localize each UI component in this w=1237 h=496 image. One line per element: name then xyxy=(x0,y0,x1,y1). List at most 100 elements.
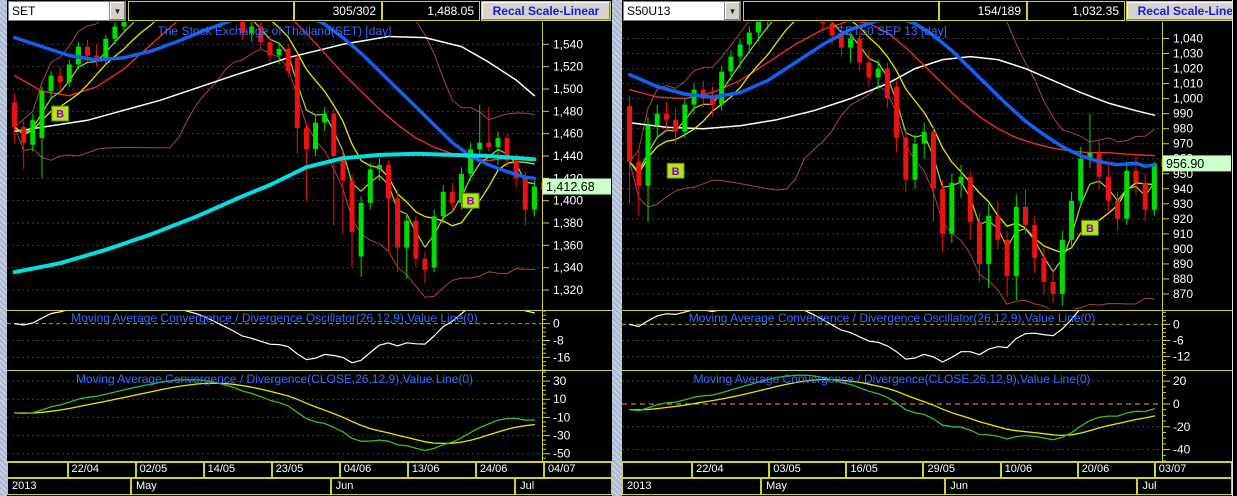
chart-title: SET50 SEP 13 [day] xyxy=(837,24,947,38)
last-price-display: 1,488.05 xyxy=(382,1,480,21)
svg-text:-50: -50 xyxy=(553,447,571,461)
panel-splitter[interactable] xyxy=(612,0,622,496)
chevron-down-icon[interactable]: ▼ xyxy=(724,2,740,20)
svg-text:980: 980 xyxy=(1173,122,1193,136)
svg-text:-16: -16 xyxy=(553,350,571,364)
svg-text:0: 0 xyxy=(553,317,560,331)
date-cell: 02/05 xyxy=(135,462,204,478)
date-cell: 14/05 xyxy=(203,462,272,478)
svg-text:1,540: 1,540 xyxy=(553,37,583,51)
svg-text:-10: -10 xyxy=(553,410,571,424)
svg-text:1,020: 1,020 xyxy=(1173,62,1203,76)
chart-panel-s50u13: S50U13 ▼ 154/189 1,032.35 Recal Scale-Li… xyxy=(622,0,1232,496)
oscillator-pane-title: Moving Average Convergence / Divergence … xyxy=(689,311,1095,325)
current-price-tag: 1,412.68 xyxy=(543,178,611,195)
month-cell: Jun xyxy=(330,478,516,495)
svg-text:0: 0 xyxy=(1173,317,1180,331)
month-cell: 2013 xyxy=(7,478,132,495)
date-cell: 04/06 xyxy=(339,462,408,478)
month-cell: 2013 xyxy=(622,478,762,495)
s50-chart-area[interactable]: BB1,0401,0301,0201,0101,0009909809709609… xyxy=(622,22,1232,462)
month-cell: May xyxy=(131,478,331,495)
svg-text:10: 10 xyxy=(553,392,567,406)
right-window-edge xyxy=(1232,0,1237,496)
macd-pane-title: Moving Average Convergence / Divergence(… xyxy=(693,372,1090,386)
recal-scale-button[interactable]: Recal Scale-Linear xyxy=(1126,1,1232,21)
svg-text:1,320: 1,320 xyxy=(553,283,583,297)
svg-text:940: 940 xyxy=(1173,182,1193,196)
svg-text:1,040: 1,040 xyxy=(1173,32,1203,46)
buy-signal-marker: B xyxy=(51,105,70,122)
date-cell: 16/05 xyxy=(846,462,924,478)
last-price-display: 1,032.35 xyxy=(1027,1,1125,21)
date-cell: 23/05 xyxy=(271,462,340,478)
svg-text:1,010: 1,010 xyxy=(1173,77,1203,91)
current-price-tag: 956.90 xyxy=(1163,155,1231,172)
svg-text:1,500: 1,500 xyxy=(553,82,583,96)
y-axis: 1,0401,0301,0201,0101,000990980970960950… xyxy=(622,22,1232,462)
svg-text:880: 880 xyxy=(1173,272,1193,286)
svg-text:20: 20 xyxy=(1173,374,1187,388)
month-cell: Jun xyxy=(945,478,1138,495)
svg-text:0: 0 xyxy=(1173,397,1180,411)
svg-text:900: 900 xyxy=(1173,242,1193,256)
svg-text:1,380: 1,380 xyxy=(553,216,583,230)
date-cell: 10/06 xyxy=(1000,462,1078,478)
svg-text:1,520: 1,520 xyxy=(553,60,583,74)
left-window-edge xyxy=(0,0,7,496)
macd-pane xyxy=(7,379,542,455)
date-cell: 22/04 xyxy=(67,462,136,478)
date-cell: 22/04 xyxy=(692,462,770,478)
svg-text:B: B xyxy=(672,166,680,178)
recal-scale-button[interactable]: Recal Scale-Linear xyxy=(481,1,611,21)
svg-text:970: 970 xyxy=(1173,137,1193,151)
set-date-axis-row: 22/04 02/05 14/05 23/05 04/06 13/06 24/06 04/07 xyxy=(7,462,612,478)
svg-text:930: 930 xyxy=(1173,197,1193,211)
macd-pane xyxy=(622,374,1162,451)
svg-text:B: B xyxy=(467,196,475,208)
svg-text:956.90: 956.90 xyxy=(1166,157,1204,171)
set-chart-area[interactable]: B B 1,540 1,520 1,500 1,480 1,460 1,440 1,420 1,4… xyxy=(7,22,612,462)
month-cell: Jul xyxy=(515,478,612,495)
s50-toolbar: S50U13 ▼ 154/189 1,032.35 Recal Scale-Li… xyxy=(622,0,1232,22)
svg-text:B: B xyxy=(1086,223,1094,235)
svg-text:B: B xyxy=(56,109,64,121)
macd-pane-title: Moving Average Convergence / Divergence(… xyxy=(76,372,473,386)
svg-text:1,460: 1,460 xyxy=(553,127,583,141)
month-cell: May xyxy=(761,478,946,495)
month-cell: Jul xyxy=(1137,478,1232,495)
buy-signal-marker: B xyxy=(666,162,685,179)
svg-text:890: 890 xyxy=(1173,257,1193,271)
date-cell: 03/07 xyxy=(1154,462,1232,478)
set-toolbar: SET ▼ 305/302 1,488.05 Recal Scale-Linea… xyxy=(7,0,612,22)
svg-text:990: 990 xyxy=(1173,107,1193,121)
date-cell: 20/06 xyxy=(1077,462,1155,478)
date-cell: 24/06 xyxy=(475,462,544,478)
svg-text:-30: -30 xyxy=(553,429,571,443)
toolbar-spacer-box xyxy=(743,1,939,21)
price-pane: BB xyxy=(622,22,1162,309)
chart-panel-set: SET ▼ 305/302 1,488.05 Recal Scale-Linea… xyxy=(7,0,612,496)
svg-text:-8: -8 xyxy=(553,334,564,348)
s50-candlestick-chart[interactable]: BB1,0401,0301,0201,0101,0009909809709609… xyxy=(622,22,1232,462)
tick-counter: 305/302 xyxy=(294,1,382,21)
date-cell: 13/06 xyxy=(407,462,476,478)
last-price-marker xyxy=(1161,159,1162,167)
symbol-select[interactable]: S50U13 ▼ xyxy=(623,1,741,21)
svg-text:30: 30 xyxy=(553,374,567,388)
date-cell-empty xyxy=(7,462,68,478)
set-month-axis-row: 2013 May Jun Jul xyxy=(7,478,612,495)
s50-date-axis-row: 22/04 03/05 16/05 29/05 10/06 20/06 03/07 xyxy=(622,462,1232,478)
date-cell: 03/05 xyxy=(769,462,847,478)
set-candlestick-chart[interactable]: BB1,5401,5201,5001,4801,4601,4401,4201,4… xyxy=(7,22,612,462)
chart-title: The Stock Exchange of Thailand(SET) [day… xyxy=(158,24,392,38)
svg-text:920: 920 xyxy=(1173,212,1193,226)
buy-signal-marker: B xyxy=(1080,219,1099,236)
svg-text:870: 870 xyxy=(1173,287,1193,301)
chevron-down-icon[interactable]: ▼ xyxy=(109,2,125,20)
price-pane: BB xyxy=(7,22,542,298)
svg-text:-12: -12 xyxy=(1173,350,1191,364)
svg-text:1,400: 1,400 xyxy=(553,194,583,208)
symbol-select[interactable]: SET ▼ xyxy=(8,1,126,21)
